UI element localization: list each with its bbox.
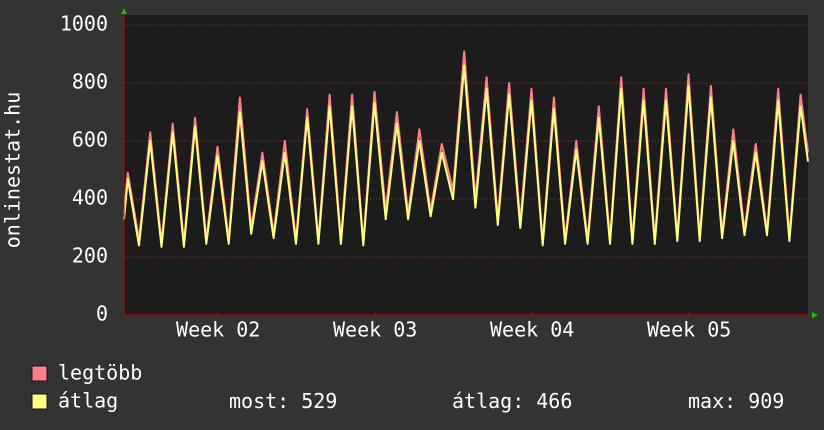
x-arrow <box>812 312 818 318</box>
stat: most: 529 <box>229 389 337 413</box>
y-arrow <box>121 8 127 14</box>
y-tick-label: 800 <box>72 70 108 94</box>
y-tick-label: 0 <box>96 302 108 326</box>
stat-value: 909 <box>748 389 784 413</box>
stat-label: átlag: <box>452 389 524 413</box>
y-tick-label: 200 <box>72 244 108 268</box>
legend-swatch <box>31 365 48 382</box>
x-tick-label: Week 05 <box>647 318 731 342</box>
x-tick-label: Week 04 <box>490 318 574 342</box>
stat: max: 909 <box>688 389 784 413</box>
stat-value: 529 <box>301 389 337 413</box>
legend-swatch <box>31 393 48 410</box>
plot <box>123 24 809 316</box>
y-tick-label: 1000 <box>60 12 108 36</box>
y-tick-label: 600 <box>72 128 108 152</box>
x-tick-label: Week 03 <box>333 318 417 342</box>
legend-label: legtöbb <box>58 361 142 385</box>
stat-label: most: <box>229 389 289 413</box>
series-line <box>123 64 809 248</box>
stat-label: max: <box>688 389 736 413</box>
stat-value: 466 <box>536 389 572 413</box>
legend-label: átlag <box>58 389 118 413</box>
stat: átlag: 466 <box>452 389 572 413</box>
y-tick-label: 400 <box>72 186 108 210</box>
x-tick-label: Week 02 <box>176 318 260 342</box>
y-axis-label: onlinestat.hu <box>1 92 25 249</box>
